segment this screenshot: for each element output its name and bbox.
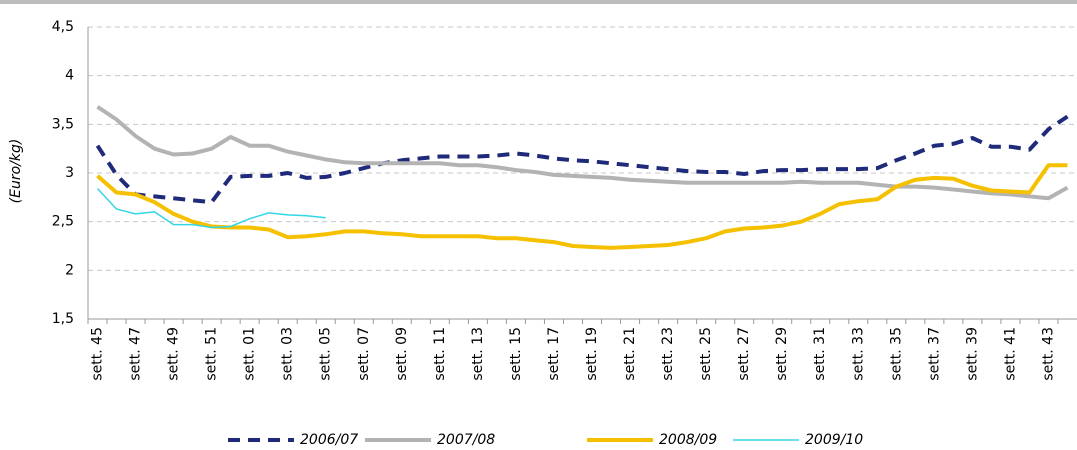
legend-label: 2009/10 [805,432,863,448]
x-tick-label: sett. 29 [774,327,790,381]
legend-label: 2006/07 [300,432,358,448]
x-tick-label: sett. 01 [242,327,258,381]
x-tick-label: sett. 15 [508,327,524,381]
series-line [96,105,1069,201]
x-tick-label: sett. 07 [356,327,372,381]
y-tick-label: 3 [65,165,74,181]
y-tick-label: 1,5 [52,311,74,327]
x-tick-label: sett. 25 [698,327,714,381]
x-tick-label: sett. 13 [470,327,486,381]
legend-label: 2007/08 [437,432,495,448]
x-tick-label: sett. 39 [964,327,980,381]
x-tick-label: sett. 03 [280,327,296,381]
y-tick-label: 2,5 [52,214,74,230]
series-line [96,163,1068,250]
x-tick-label: sett. 27 [736,327,752,381]
top-border [0,0,1077,4]
x-tick-label: sett. 35 [888,327,904,381]
x-tick-label: sett. 31 [812,327,828,381]
series-line [96,188,326,229]
y-tick-label: 4,5 [52,19,74,35]
x-tick-label: sett. 23 [660,327,676,381]
x-tick-label: sett. 47 [128,327,144,381]
x-tick-label: sett. 45 [90,327,106,381]
x-tick-label: sett. 17 [546,327,562,381]
x-tick-label: sett. 19 [584,327,600,381]
y-tick-label: 2 [65,262,74,278]
x-tick-label: sett. 41 [1002,327,1018,381]
x-tick-label: sett. 09 [394,327,410,381]
y-axis-label: (Euro/kg) [8,139,24,204]
x-tick-label: sett. 05 [318,327,334,381]
x-tick-label: sett. 37 [926,327,942,381]
series-line [95,114,1069,205]
y-tick-label: 3,5 [52,116,74,132]
x-tick-label: sett. 49 [166,327,182,381]
x-tick-label: sett. 43 [1040,327,1056,381]
y-tick-label: 4 [65,68,74,84]
x-tick-label: sett. 21 [622,327,638,381]
legend-label: 2008/09 [659,432,717,448]
x-tick-label: sett. 33 [850,327,866,381]
x-tick-label: sett. 51 [204,327,220,381]
x-tick-label: sett. 11 [432,327,448,381]
